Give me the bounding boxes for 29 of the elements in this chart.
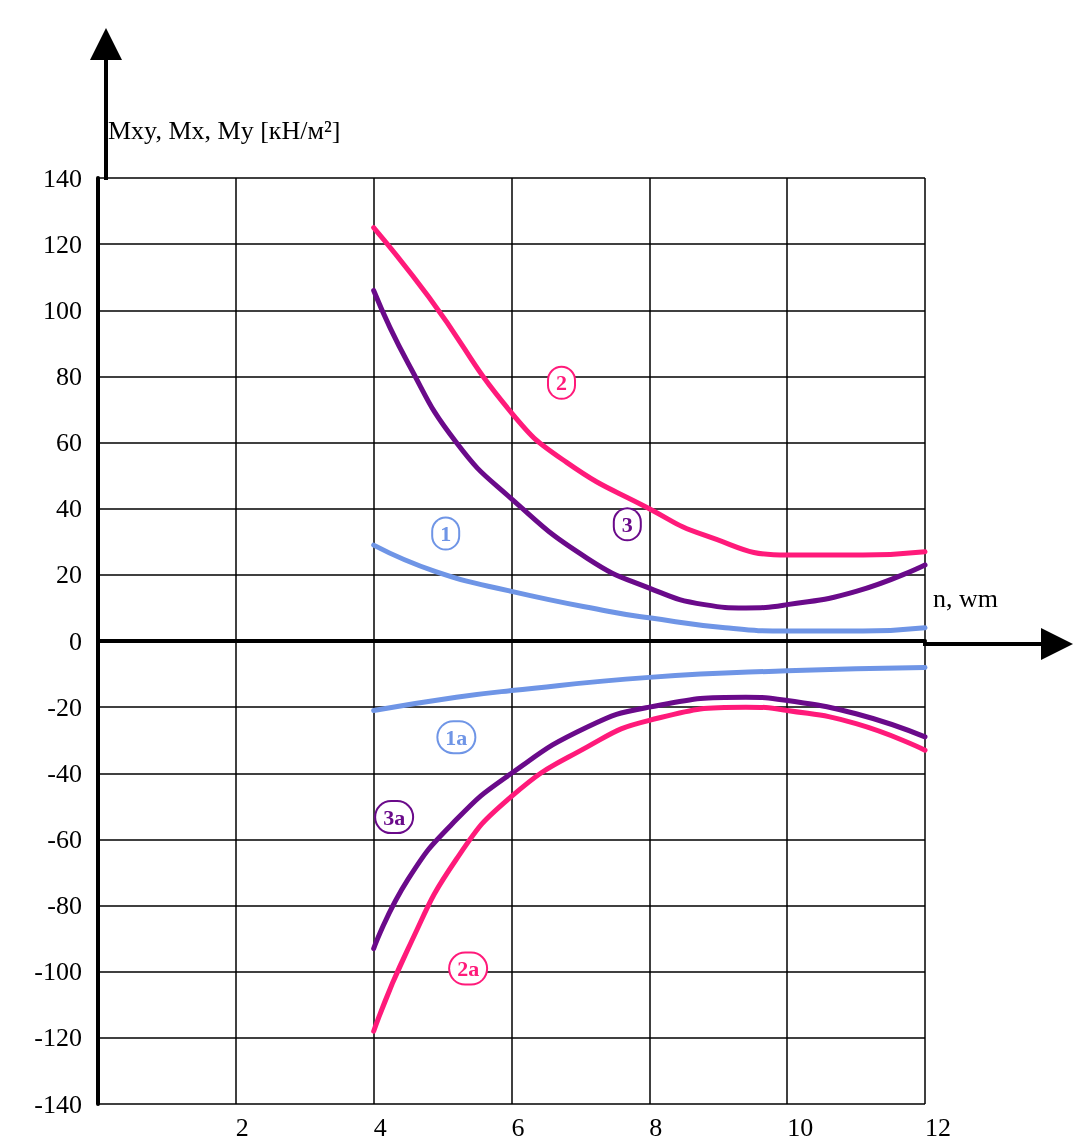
y-tick-label: 40 — [56, 494, 82, 524]
series-label: 3a — [383, 804, 406, 830]
y-axis-title: Mxy, Mx, My [кН/м²] — [108, 115, 341, 145]
y-tick-label: -100 — [34, 957, 82, 987]
y-tick-label: -80 — [47, 891, 82, 921]
y-tick-label: -140 — [34, 1089, 82, 1119]
x-tick-label: 8 — [649, 1112, 663, 1142]
series-label: 3 — [621, 511, 633, 537]
y-tick-label: 100 — [43, 295, 82, 325]
x-axis-title: n, wm — [933, 583, 998, 613]
x-tick-label: 6 — [511, 1112, 525, 1142]
y-tick-label: -120 — [34, 1023, 82, 1053]
series-label: 1 — [440, 521, 452, 547]
x-tick-label: 12 — [925, 1112, 951, 1142]
y-tick-label: 80 — [56, 361, 82, 391]
y-tick-label: 140 — [43, 163, 82, 193]
text: 2 — [556, 370, 567, 396]
y-tick-label: 60 — [56, 428, 82, 458]
series-label: 1a — [445, 724, 468, 750]
x-tick-label: 10 — [787, 1112, 814, 1142]
y-tick-label: 120 — [43, 229, 82, 259]
text: 2a — [457, 956, 480, 982]
y-tick-label: -20 — [47, 692, 82, 722]
y-tick-label: 0 — [69, 626, 82, 656]
x-tick-label: 4 — [373, 1112, 387, 1142]
y-tick-label: 20 — [56, 560, 82, 590]
x-tick-label: 2 — [235, 1112, 249, 1142]
y-tick-label: -60 — [47, 824, 82, 854]
y-tick-label: -40 — [47, 758, 82, 788]
